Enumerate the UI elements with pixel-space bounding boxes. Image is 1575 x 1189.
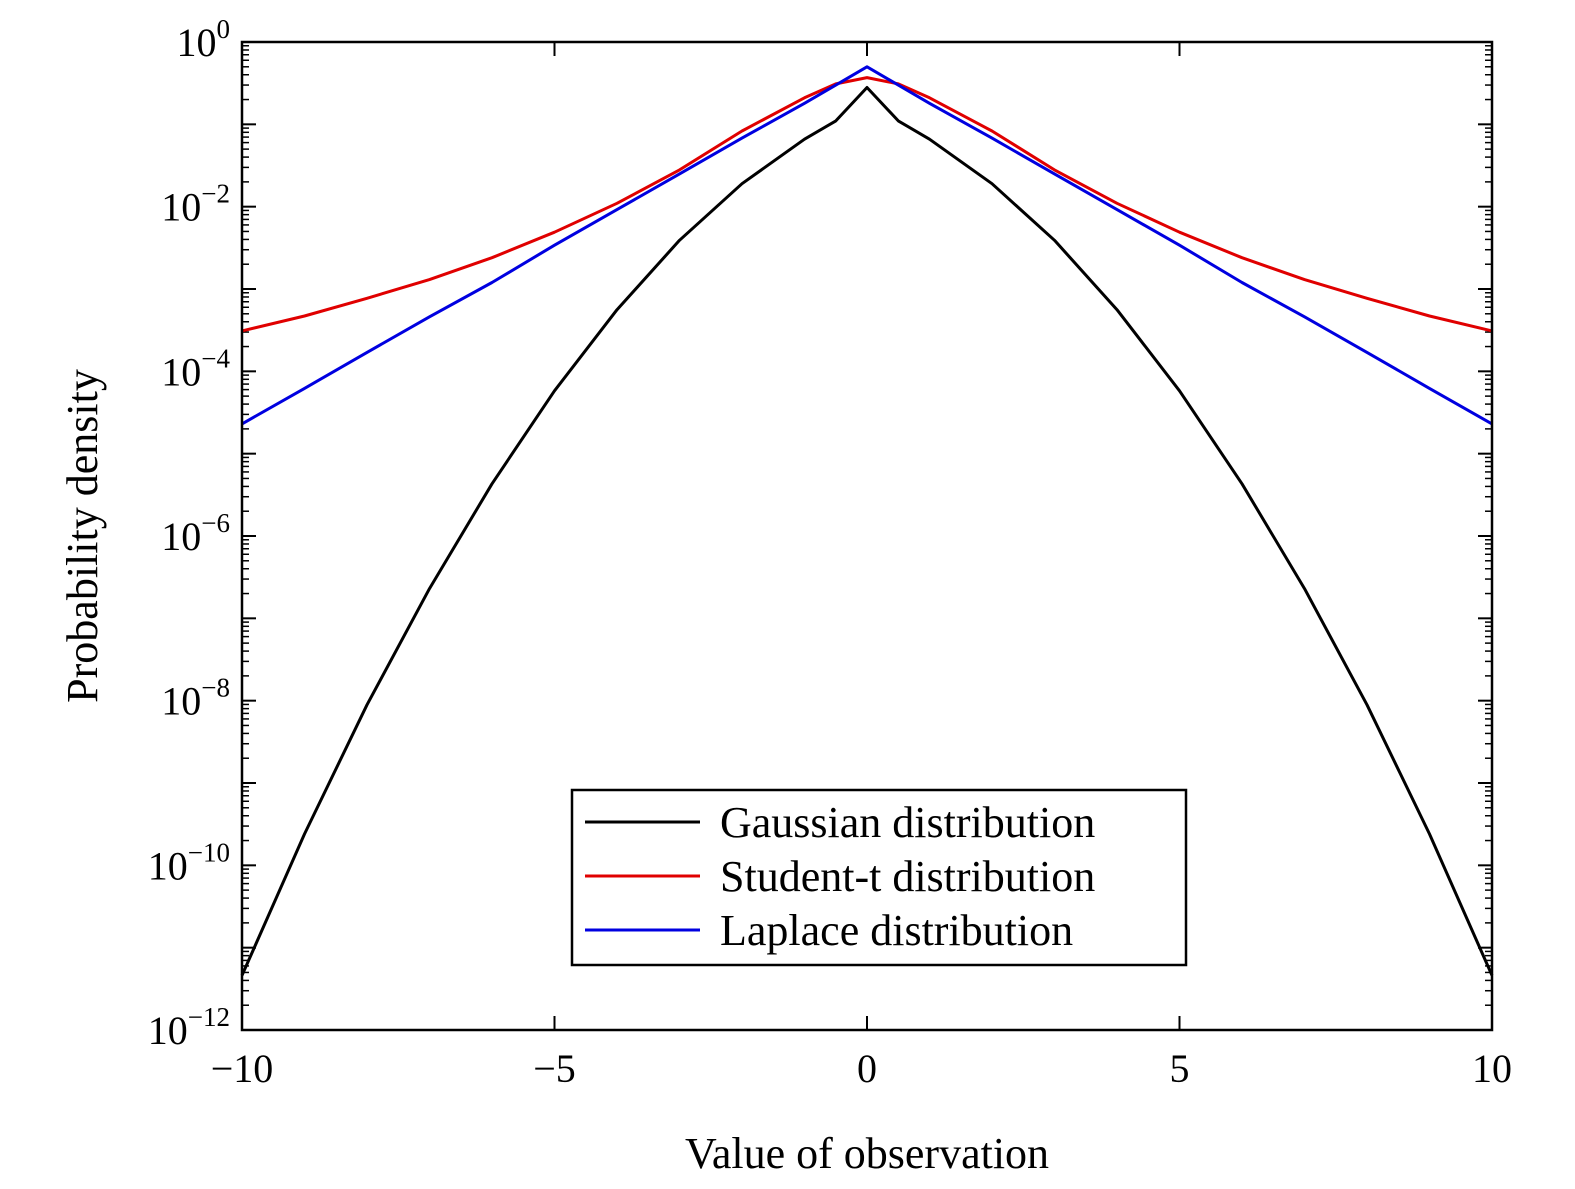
series-line-1 [240,86,1494,977]
plot-series [240,65,1494,977]
x-tick-label: −5 [533,1046,576,1091]
y-tick-label: 10−10 [148,837,230,888]
y-tick-label: 10−4 [161,343,230,394]
tick-labels: −10 −5 0 5 10 100 10−2 10−4 10−6 10−8 10−10 10−12 [148,14,1512,1091]
y-tick-label: 10−12 [148,1002,230,1053]
x-axis-label: Value of observation [685,1129,1049,1178]
legend-label-3: Laplace distribution [720,906,1073,955]
y-tick-label: 10−6 [161,508,230,559]
y-tick-label: 100 [177,14,231,65]
plot-frame [240,40,1494,1032]
legend-label-1: Gaussian distribution [720,798,1095,847]
y-tick-label: 10−8 [161,673,230,724]
x-tick-label: 10 [1472,1046,1512,1091]
legend-label-2: Student-t distribution [720,852,1095,901]
y-tick-label: 10−2 [161,179,230,230]
x-tick-label: 5 [1170,1046,1190,1091]
legend-box [570,788,1188,967]
x-tick-label: 0 [857,1046,877,1091]
legend: Gaussian distribution Student-t distribut… [570,788,1188,967]
y-axis-label: Probability density [58,369,107,703]
series-line-3 [241,65,1493,426]
series-line-2 [241,76,1493,333]
x-tick-label: −10 [211,1046,274,1091]
